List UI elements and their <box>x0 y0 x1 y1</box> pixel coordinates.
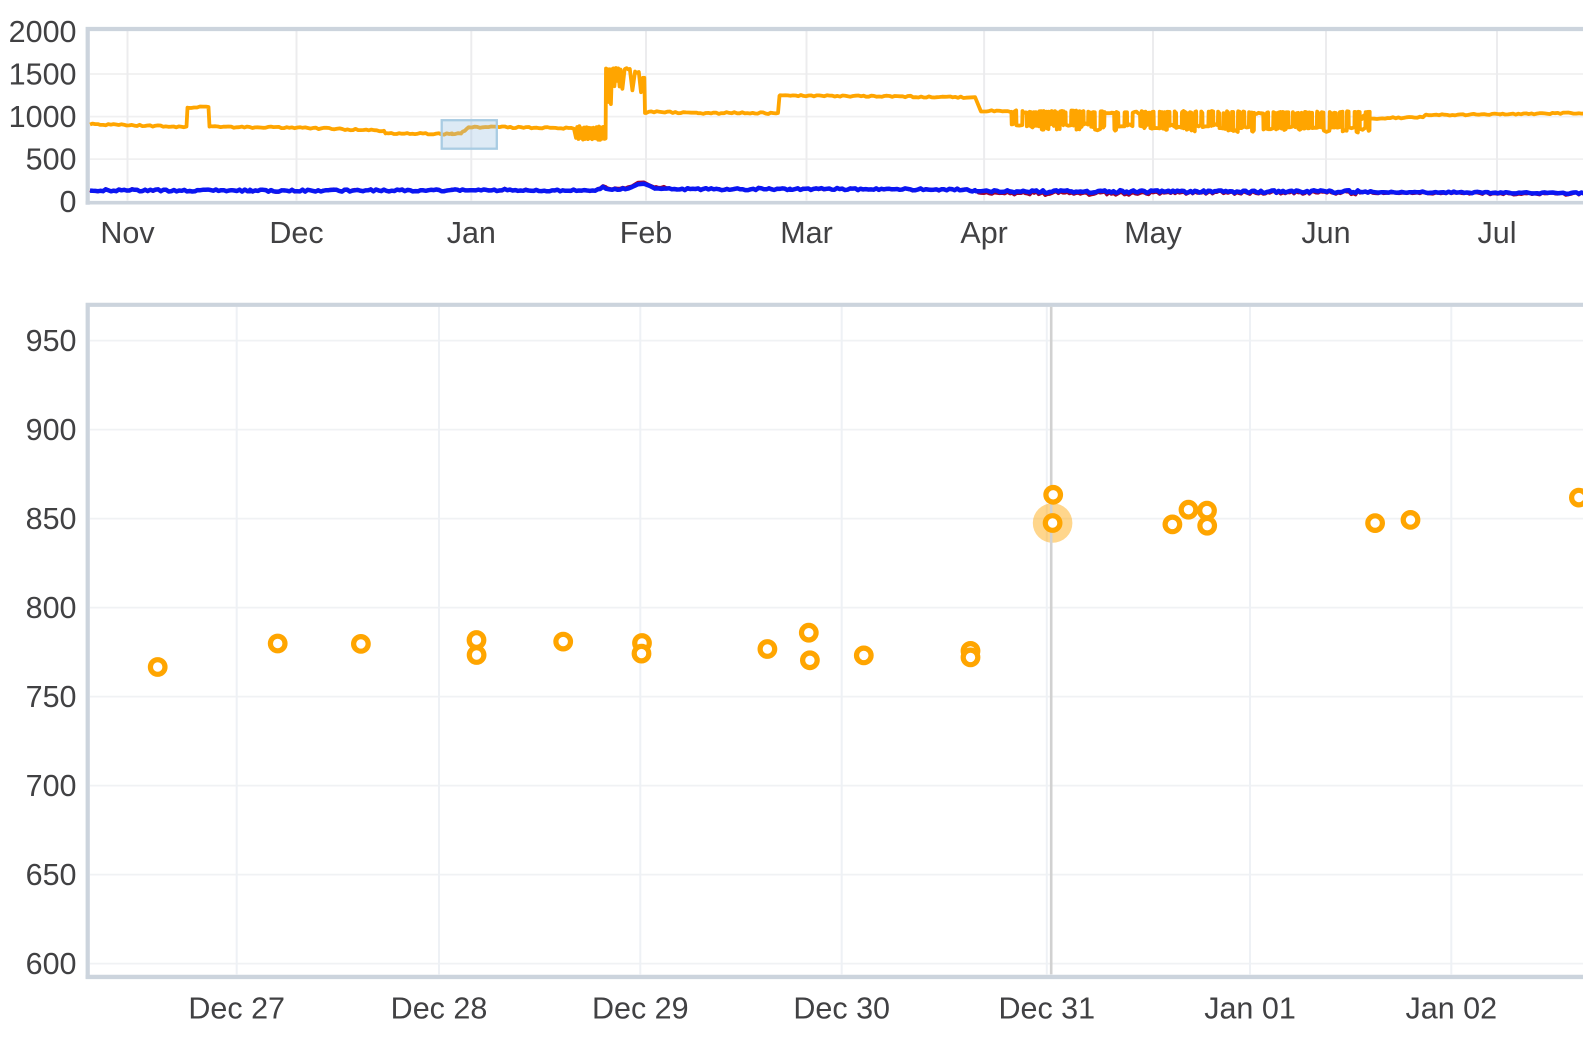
svg-text:750: 750 <box>26 680 77 714</box>
svg-text:1000: 1000 <box>9 100 77 134</box>
svg-text:650: 650 <box>26 858 77 892</box>
svg-text:Dec 28: Dec 28 <box>391 992 488 1026</box>
svg-text:0: 0 <box>60 185 77 219</box>
svg-text:800: 800 <box>26 591 77 625</box>
svg-text:Jan 01: Jan 01 <box>1204 992 1296 1026</box>
svg-text:Dec 27: Dec 27 <box>188 992 285 1026</box>
svg-text:May: May <box>1124 216 1182 250</box>
svg-text:Jan 02: Jan 02 <box>1406 992 1498 1026</box>
svg-text:Dec 31: Dec 31 <box>998 992 1095 1026</box>
svg-text:600: 600 <box>26 947 77 981</box>
svg-text:Apr: Apr <box>960 216 1007 250</box>
svg-text:900: 900 <box>26 413 77 447</box>
svg-text:950: 950 <box>26 324 77 358</box>
svg-text:Dec 30: Dec 30 <box>793 992 890 1026</box>
svg-text:1500: 1500 <box>9 57 77 91</box>
svg-text:Feb: Feb <box>620 216 673 250</box>
svg-text:Jan: Jan <box>447 216 496 250</box>
svg-text:Jun: Jun <box>1301 216 1350 250</box>
svg-text:Dec 29: Dec 29 <box>592 992 689 1026</box>
svg-text:Jul: Jul <box>1478 216 1517 250</box>
svg-text:Mar: Mar <box>780 216 833 250</box>
svg-text:2000: 2000 <box>9 15 77 49</box>
svg-text:500: 500 <box>26 143 77 177</box>
svg-text:850: 850 <box>26 502 77 536</box>
svg-text:Nov: Nov <box>100 216 155 250</box>
svg-text:Dec: Dec <box>269 216 323 250</box>
svg-text:700: 700 <box>26 769 77 803</box>
